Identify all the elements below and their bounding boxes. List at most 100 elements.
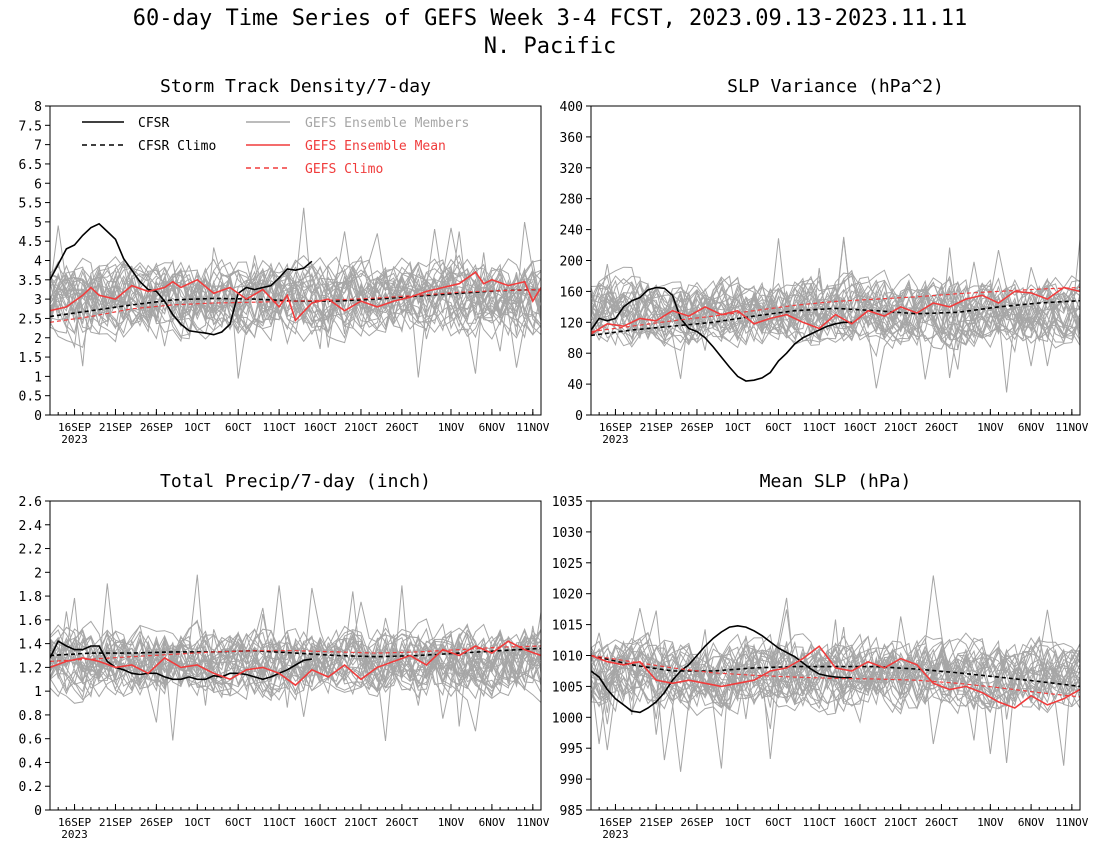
- gefs-ensemble-mean-line: [591, 645, 1080, 709]
- y-tick-label: 1.4: [19, 638, 43, 653]
- gefs-ensemble-mean-line: [591, 286, 1080, 335]
- panel-title: Total Precip/7-day (inch): [160, 471, 431, 492]
- ensemble-member-line: [50, 638, 541, 699]
- chart-panel-1: Storm Track Density/7-day 0 0.5 1 1.5 2 2.5 3 3.…: [19, 76, 550, 446]
- gefs-climo-line: [50, 645, 541, 662]
- y-tick-label: 1: [34, 685, 42, 700]
- y-tick-label: 0.5: [19, 390, 42, 405]
- x-tick-label: 1OCT: [724, 816, 751, 829]
- x-tick-label: 26SEP: [140, 816, 173, 829]
- cfsr-line: [50, 222, 313, 336]
- x-tick-label: 21SEP: [640, 421, 673, 434]
- y-tick-label: 0: [34, 409, 42, 424]
- x-tick-label: 21OCT: [344, 816, 377, 829]
- ensemble-member-line: [591, 642, 1080, 741]
- y-tick-label: 3: [34, 293, 42, 308]
- y-tick-label: 2: [34, 332, 42, 347]
- ensemble-member-line: [591, 619, 1080, 715]
- y-tick-label: 7.5: [19, 119, 42, 134]
- chart-panel-4: Mean SLP (hPa) 985 990 995 1000 1005 1010 1015 1…: [552, 471, 1089, 841]
- panel-title: Storm Track Density/7-day: [160, 76, 431, 97]
- x-tick-label: 26OCT: [925, 421, 958, 434]
- x-tick-label: 11NOV: [516, 421, 549, 434]
- ensemble-member-line: [50, 585, 541, 697]
- y-tick-label: 2.5: [19, 312, 42, 327]
- plot-area: [50, 574, 541, 742]
- x-tick-label: 21SEP: [99, 816, 132, 829]
- x-tick-label: 6OCT: [225, 421, 252, 434]
- x-tick-label: 6NOV: [479, 816, 506, 829]
- y-tick-label: 1005: [552, 680, 583, 695]
- y-tick-label: 2.2: [19, 543, 42, 558]
- x-tick-label: 16SEP: [599, 421, 632, 434]
- ensemble-member-line: [591, 286, 1080, 379]
- ensemble-member-line: [50, 257, 541, 331]
- y-tick-label: 200: [560, 255, 583, 270]
- x-tick-label: 6OCT: [765, 816, 792, 829]
- plot-frame: [590, 105, 1081, 416]
- panel-title: SLP Variance (hPa^2): [727, 76, 944, 97]
- cfsr-climo-line: [591, 299, 1080, 337]
- cfsr-line: [50, 640, 313, 681]
- ensemble-member-line: [591, 627, 1080, 724]
- x-tick-label: 26SEP: [680, 816, 713, 829]
- x-tick-label: 6OCT: [225, 816, 252, 829]
- cfsr-line: [591, 286, 852, 382]
- panel-title: Mean SLP (hPa): [760, 471, 912, 492]
- y-tick-label: 1035: [552, 495, 583, 510]
- y-tick-label: 0: [34, 804, 42, 819]
- x-tick-label: 26SEP: [680, 421, 713, 434]
- y-tick-label: 400: [560, 100, 583, 115]
- y-tick-label: 280: [560, 193, 583, 208]
- x-tick-label: 16OCT: [843, 421, 876, 434]
- ensemble-member-line: [50, 627, 541, 703]
- y-tick-label: 80: [567, 347, 583, 362]
- x-tick-label: 26OCT: [385, 421, 418, 434]
- y-tick-label: 6: [34, 177, 42, 192]
- y-tick-label: 1025: [552, 557, 583, 572]
- x-tick-label: 26SEP: [140, 421, 173, 434]
- x-tick-label: 16OCT: [843, 816, 876, 829]
- y-tick-label: 1.2: [19, 661, 42, 676]
- gefs-climo-line: [591, 654, 1080, 698]
- y-tick-label: 2.6: [19, 495, 42, 510]
- cfsr-climo-line: [50, 647, 541, 658]
- gefs-climo-line: [591, 286, 1080, 333]
- x-tick-label: 21OCT: [884, 421, 917, 434]
- x-tick-label: 21OCT: [884, 816, 917, 829]
- ensemble-member-line: [50, 265, 541, 347]
- x-tick-label: 16SEP: [599, 816, 632, 829]
- x-tick-label: 16OCT: [303, 421, 336, 434]
- y-tick-label: 3.5: [19, 274, 42, 289]
- ensemble-member-line: [50, 628, 541, 698]
- x-year-label: 2023: [602, 828, 629, 841]
- ensemble-member-line: [50, 607, 541, 697]
- y-tick-label: 1.6: [19, 614, 42, 629]
- x-tick-label: 11OCT: [803, 421, 836, 434]
- y-tick-label: 4.5: [19, 235, 42, 250]
- legend-label: GEFS Climo: [305, 162, 383, 177]
- y-tick-label: 240: [560, 224, 583, 239]
- y-tick-label: 4: [34, 255, 42, 270]
- gefs-climo-line: [50, 288, 541, 323]
- x-tick-label: 11OCT: [263, 421, 296, 434]
- y-tick-label: 0.8: [19, 709, 42, 724]
- ensemble-member-line: [591, 238, 1080, 350]
- x-tick-label: 1NOV: [977, 421, 1004, 434]
- x-tick-label: 1NOV: [438, 421, 465, 434]
- plot-area: [591, 575, 1080, 772]
- y-tick-label: 160: [560, 285, 583, 300]
- y-tick-label: 0.2: [19, 780, 42, 795]
- y-tick-label: 7: [34, 139, 42, 154]
- x-tick-label: 6NOV: [1018, 816, 1045, 829]
- x-tick-label: 1OCT: [184, 816, 211, 829]
- chart-panel-3: Total Precip/7-day (inch)00.20.40.60.811…: [19, 471, 550, 841]
- x-tick-label: 26OCT: [925, 816, 958, 829]
- x-tick-label: 6OCT: [765, 421, 792, 434]
- y-tick-label: 1.8: [19, 590, 42, 605]
- x-tick-label: 16SEP: [58, 816, 91, 829]
- y-tick-label: 2.4: [19, 519, 43, 534]
- y-tick-label: 120: [560, 316, 583, 331]
- x-tick-label: 21OCT: [344, 421, 377, 434]
